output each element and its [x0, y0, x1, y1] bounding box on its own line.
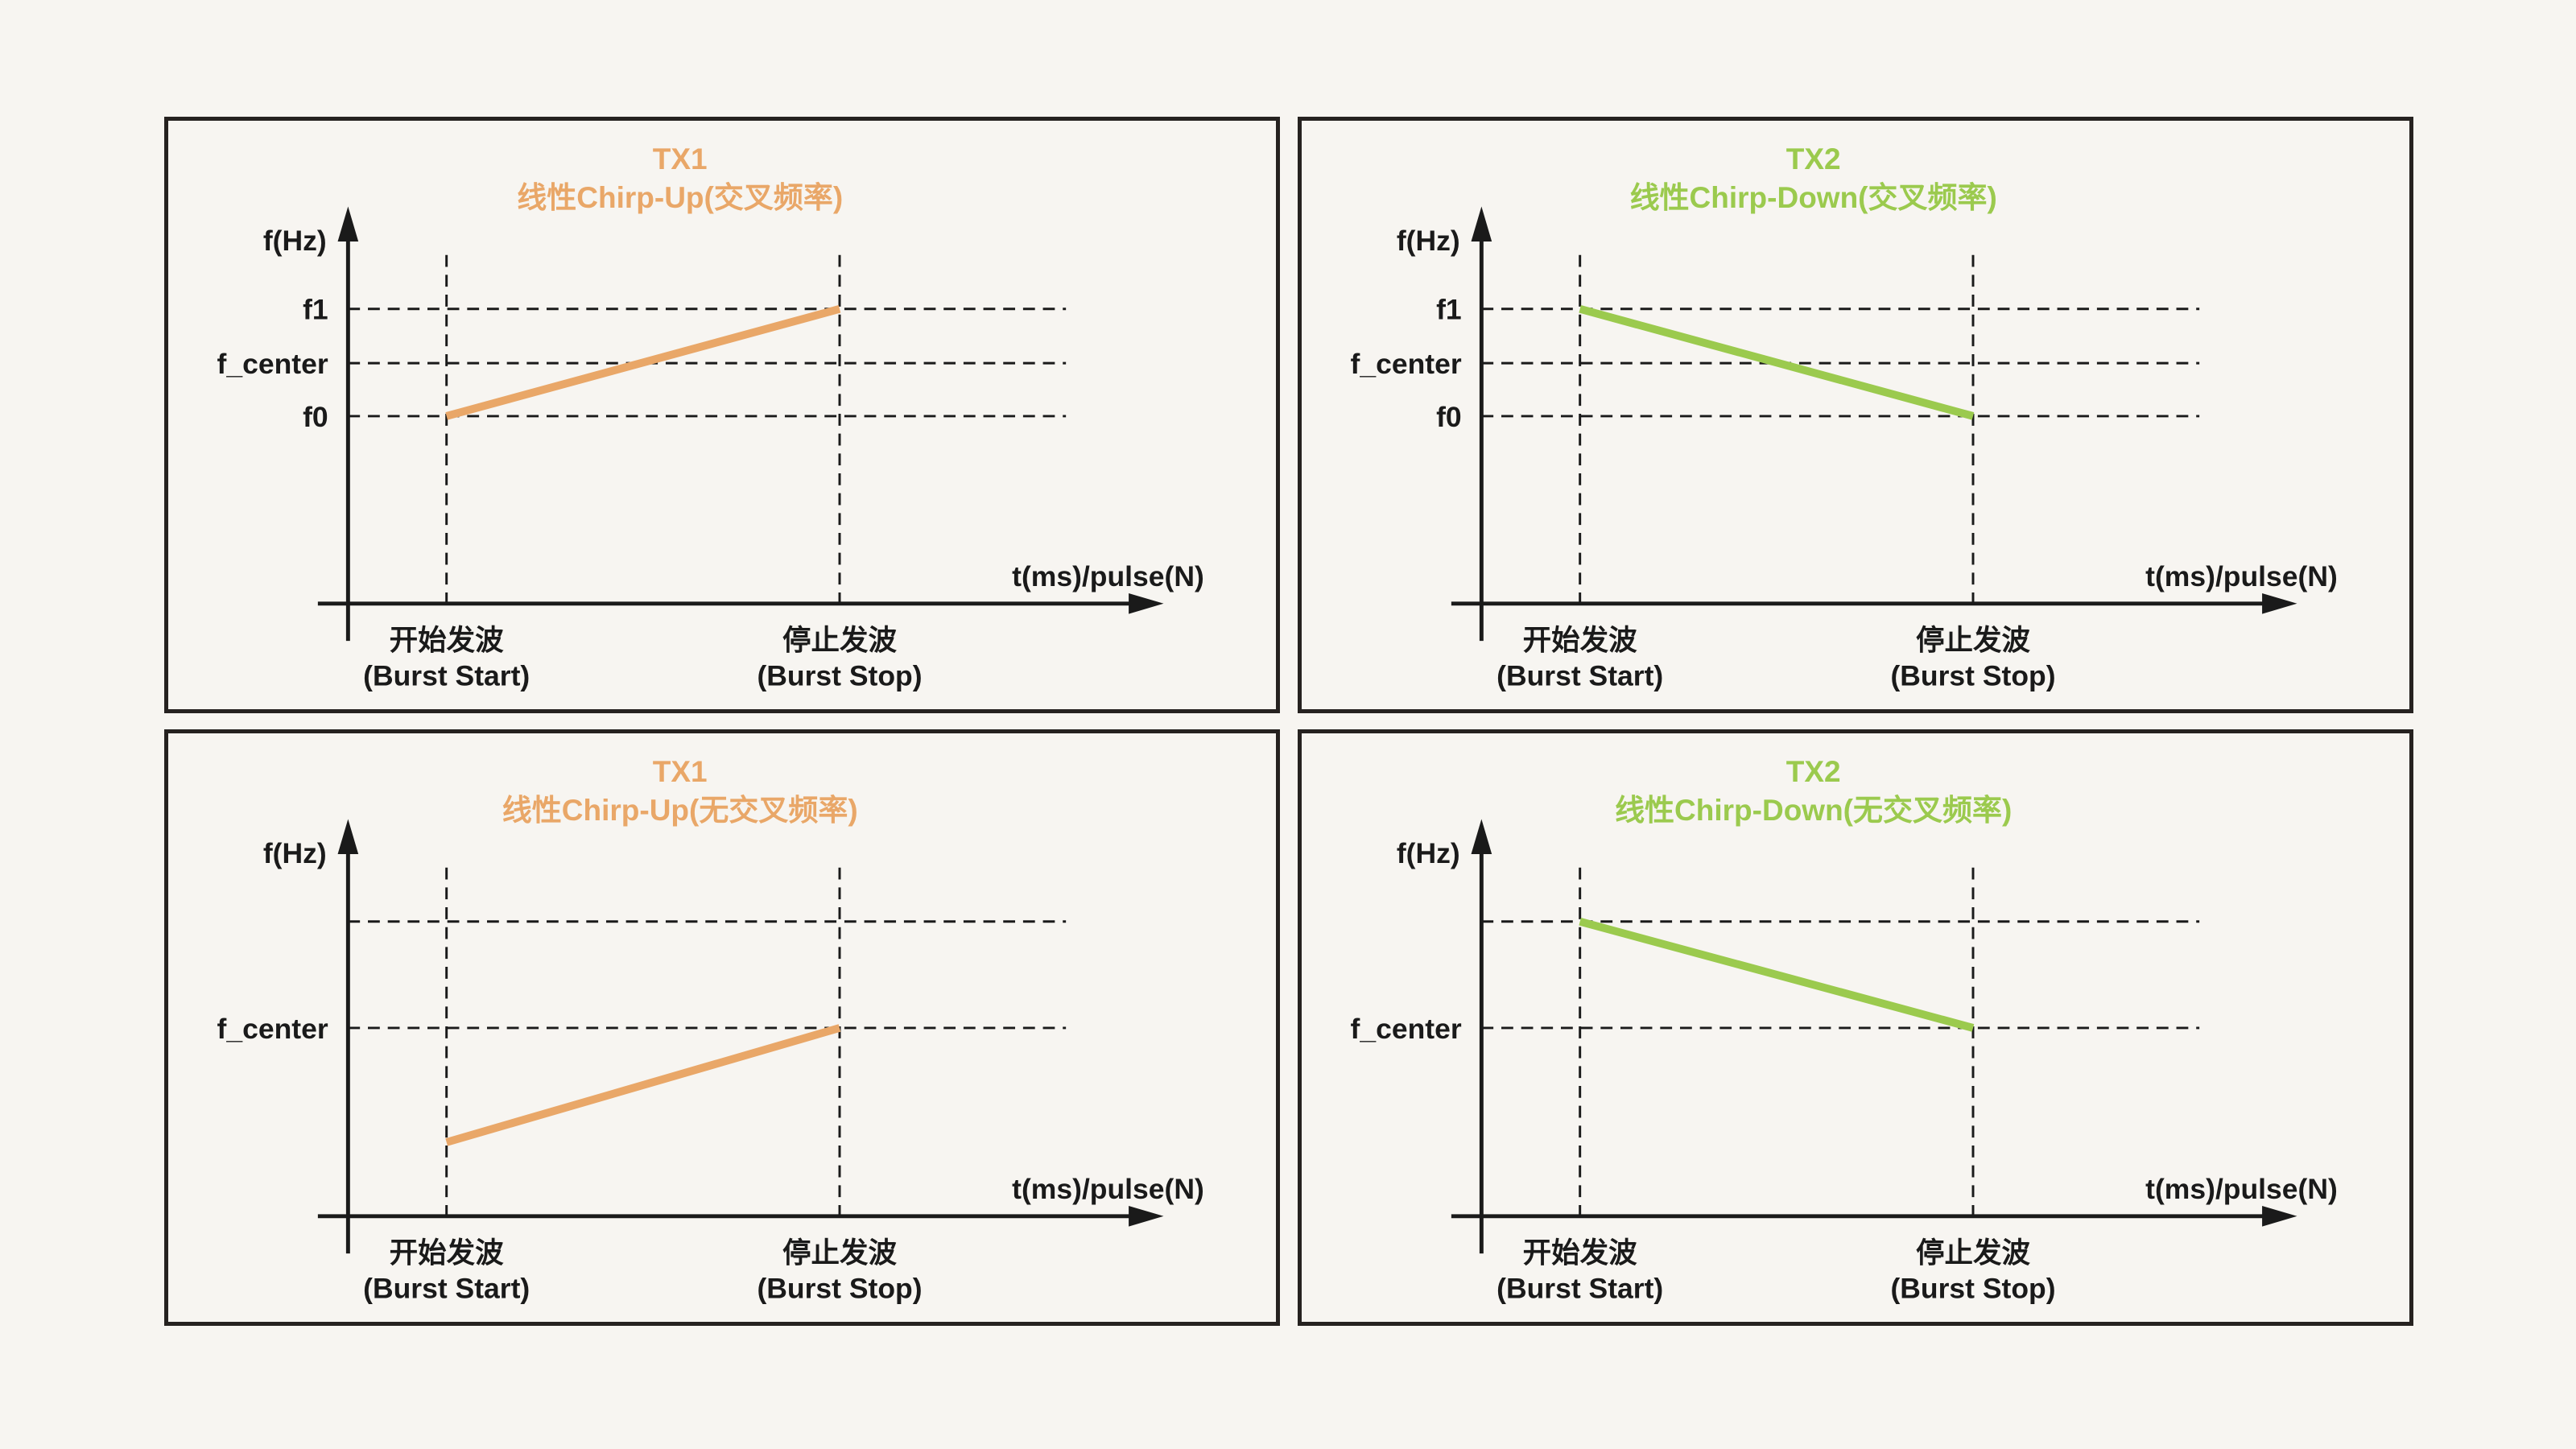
y-axis-label: f(Hz) — [1397, 225, 1460, 257]
y-tick-f0: f0 — [303, 401, 328, 433]
x-axis-arrow-icon — [1129, 1205, 1164, 1227]
panel-tx2-chirp-down-crossed: f1 f_center f0 开始发波(Burst Start) 停止发波(Burst … — [1298, 117, 2413, 713]
chirp-line — [1579, 305, 1975, 420]
panel-title-line2: 线性Chirp-Down(无交叉频率) — [1615, 794, 2013, 827]
panel-tx2-chirp-down-non-crossed: f_center 开始发波(Burst Start) 停止发波(Burst Stop… — [1298, 729, 2413, 1326]
chirp-line — [445, 1024, 841, 1146]
y-axis-arrow-icon — [1471, 819, 1492, 854]
x-tick-burst-stop: 停止发波(Burst Stop) — [1890, 624, 2055, 691]
x-tick-burst-start: 开始发波(Burst Start) — [363, 624, 530, 691]
x-tick-burst-start: 开始发波(Burst Start) — [363, 1236, 530, 1304]
x-tick-burst-stop: 停止发波(Burst Stop) — [757, 624, 922, 691]
panel-title: TX1 线性Chirp-Up(交叉频率) — [168, 140, 1191, 217]
chirp-line — [445, 305, 841, 420]
x-axis-label: t(ms)/pulse(N) — [1012, 560, 1204, 592]
panel-title: TX2 线性Chirp-Down(无交叉频率) — [1302, 753, 2325, 830]
panel-title-line1: TX2 — [1785, 755, 1841, 788]
x-axis-label: t(ms)/pulse(N) — [2145, 1173, 2338, 1205]
x-axis-arrow-icon — [2262, 592, 2297, 614]
panel-title: TX1 线性Chirp-Up(无交叉频率) — [168, 753, 1191, 830]
panel-title-line1: TX1 — [652, 142, 708, 175]
y-tick-f_center: f_center — [217, 348, 328, 380]
y-axis-arrow-icon — [337, 206, 359, 242]
x-tick-burst-stop: 停止发波(Burst Stop) — [757, 1236, 922, 1304]
x-axis-arrow-icon — [1129, 592, 1164, 614]
y-axis-arrow-icon — [1471, 206, 1492, 242]
x-axis-label: t(ms)/pulse(N) — [1012, 1173, 1204, 1205]
panel-title-line1: TX1 — [652, 755, 708, 788]
panel-title-line2: 线性Chirp-Up(无交叉频率) — [502, 794, 858, 827]
panel-title: TX2 线性Chirp-Down(交叉频率) — [1302, 140, 2325, 217]
y-axis-label: f(Hz) — [263, 837, 327, 869]
x-tick-burst-start: 开始发波(Burst Start) — [1496, 1236, 1663, 1304]
x-axis-label: t(ms)/pulse(N) — [2145, 560, 2338, 592]
chart-tx1-chirp-up-non-crossed: f_center 开始发波(Burst Start) 停止发波(Burst Stop… — [217, 819, 1204, 1304]
panel-title-line2: 线性Chirp-Down(交叉频率) — [1629, 181, 1997, 214]
y-tick-f1: f1 — [303, 294, 328, 326]
x-tick-burst-stop: 停止发波(Burst Stop) — [1890, 1236, 2055, 1304]
y-axis-arrow-icon — [337, 819, 359, 854]
panel-tx1-chirp-up-non-crossed: f_center 开始发波(Burst Start) 停止发波(Burst Stop… — [164, 729, 1280, 1326]
x-tick-burst-start: 开始发波(Burst Start) — [1496, 624, 1663, 691]
y-tick-f1: f1 — [1436, 294, 1462, 326]
y-tick-f_center: f_center — [1351, 348, 1462, 380]
x-axis-arrow-icon — [2262, 1205, 2297, 1227]
chart-tx2-chirp-down-crossed: f1 f_center f0 开始发波(Burst Start) 停止发波(Burst … — [1351, 206, 2338, 691]
y-tick-f_center: f_center — [217, 1013, 328, 1045]
y-axis-label: f(Hz) — [263, 225, 327, 257]
chart-tx2-chirp-down-non-crossed: f_center 开始发波(Burst Start) 停止发波(Burst Stop… — [1351, 819, 2338, 1304]
panel-title-line2: 线性Chirp-Up(交叉频率) — [517, 181, 844, 214]
chirp-line — [1579, 918, 1975, 1032]
panel-title-line1: TX2 — [1785, 142, 1841, 175]
panel-tx1-chirp-up-crossed: f1 f_center f0 开始发波(Burst Start) 停止发波(Burst … — [164, 117, 1280, 713]
y-tick-f_center: f_center — [1351, 1013, 1462, 1045]
y-axis-label: f(Hz) — [1397, 837, 1460, 869]
y-tick-f0: f0 — [1436, 401, 1462, 433]
chart-tx1-chirp-up-crossed: f1 f_center f0 开始发波(Burst Start) 停止发波(Burst … — [217, 206, 1204, 691]
